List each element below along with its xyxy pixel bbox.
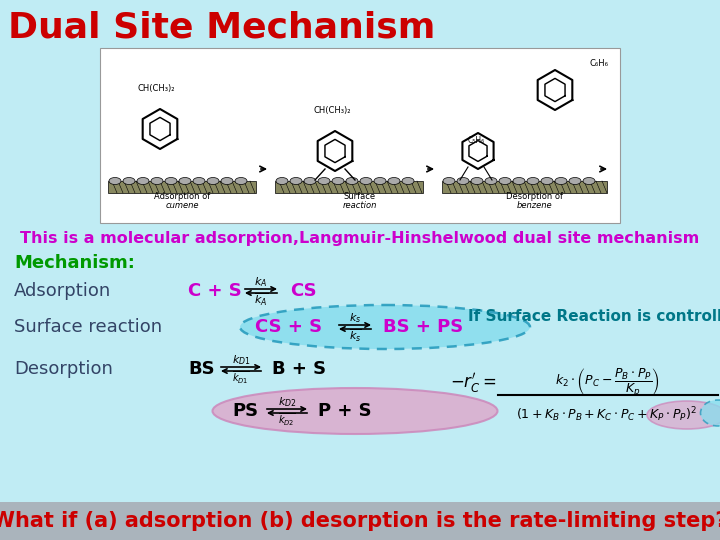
FancyBboxPatch shape <box>100 48 620 223</box>
Ellipse shape <box>165 178 177 185</box>
Ellipse shape <box>443 178 455 185</box>
FancyBboxPatch shape <box>0 502 720 540</box>
Text: $\overline{k_A}$: $\overline{k_A}$ <box>254 292 268 308</box>
Text: $\overline{k_s}$: $\overline{k_s}$ <box>348 328 361 344</box>
Ellipse shape <box>457 178 469 185</box>
Text: Surface: Surface <box>344 192 376 201</box>
Ellipse shape <box>569 178 581 185</box>
Text: C₅H₆: C₅H₆ <box>468 136 485 145</box>
Ellipse shape <box>109 178 121 185</box>
Text: CS: CS <box>290 282 317 300</box>
Text: $k_2 \cdot \left(P_C - \dfrac{P_B \cdot P_P}{K_p}\right)$: $k_2 \cdot \left(P_C - \dfrac{P_B \cdot … <box>554 367 660 399</box>
Ellipse shape <box>527 178 539 185</box>
FancyBboxPatch shape <box>108 181 256 193</box>
Ellipse shape <box>221 178 233 185</box>
Text: This is a molecular adsorption,Langmuir-Hinshelwood dual site mechanism: This is a molecular adsorption,Langmuir-… <box>20 232 700 246</box>
Ellipse shape <box>360 178 372 185</box>
Ellipse shape <box>123 178 135 185</box>
Ellipse shape <box>290 178 302 185</box>
Text: $k_{D2}$: $k_{D2}$ <box>278 395 297 409</box>
Text: C + S: C + S <box>188 282 242 300</box>
FancyBboxPatch shape <box>442 181 607 193</box>
Ellipse shape <box>583 178 595 185</box>
Text: $k_s$: $k_s$ <box>349 311 361 325</box>
Text: CH(CH₃)₂: CH(CH₃)₂ <box>313 106 351 115</box>
Ellipse shape <box>332 178 344 185</box>
Ellipse shape <box>499 178 511 185</box>
Ellipse shape <box>485 178 497 185</box>
Ellipse shape <box>513 178 525 185</box>
Text: What if (a) adsorption (b) desorption is the rate-limiting step?: What if (a) adsorption (b) desorption is… <box>0 511 720 531</box>
Ellipse shape <box>388 178 400 185</box>
Text: CS + S: CS + S <box>255 318 322 336</box>
Ellipse shape <box>240 305 530 349</box>
Ellipse shape <box>346 178 358 185</box>
Text: Desorption of: Desorption of <box>506 192 564 201</box>
Ellipse shape <box>701 400 720 426</box>
Text: BS + PS: BS + PS <box>383 318 463 336</box>
Text: C₆H₆: C₆H₆ <box>590 59 609 68</box>
Ellipse shape <box>402 178 414 185</box>
Ellipse shape <box>235 178 247 185</box>
Text: $\left(1 + K_B \cdot P_B + K_C \cdot P_C + K_P \cdot P_P\right)^2$: $\left(1 + K_B \cdot P_B + K_C \cdot P_C… <box>516 406 698 424</box>
Text: If Surface Reaction is controlling:: If Surface Reaction is controlling: <box>468 309 720 325</box>
Text: cumene: cumene <box>166 201 199 210</box>
FancyBboxPatch shape <box>275 181 423 193</box>
Ellipse shape <box>555 178 567 185</box>
Text: Dual Site Mechanism: Dual Site Mechanism <box>8 11 436 45</box>
Ellipse shape <box>276 178 288 185</box>
Text: $\overline{k_{D1}}$: $\overline{k_{D1}}$ <box>233 370 250 386</box>
Ellipse shape <box>374 178 386 185</box>
Text: Adsorption: Adsorption <box>14 282 112 300</box>
Ellipse shape <box>541 178 553 185</box>
Text: P + S: P + S <box>318 402 372 420</box>
Text: Adsorption of: Adsorption of <box>154 192 210 201</box>
Ellipse shape <box>193 178 205 185</box>
Ellipse shape <box>151 178 163 185</box>
Text: B + S: B + S <box>272 360 326 378</box>
Text: Surface reaction: Surface reaction <box>14 318 162 336</box>
Ellipse shape <box>137 178 149 185</box>
Ellipse shape <box>318 178 330 185</box>
Text: BS: BS <box>188 360 215 378</box>
Ellipse shape <box>647 401 720 429</box>
Text: $k_{D1}$: $k_{D1}$ <box>232 353 251 367</box>
Ellipse shape <box>207 178 219 185</box>
Text: reaction: reaction <box>343 201 377 210</box>
Ellipse shape <box>179 178 191 185</box>
Text: Mechanism:: Mechanism: <box>14 254 135 272</box>
Text: $k_A$: $k_A$ <box>254 275 268 289</box>
Text: CH(CH₃)₂: CH(CH₃)₂ <box>138 84 176 93</box>
Ellipse shape <box>471 178 483 185</box>
Ellipse shape <box>304 178 316 185</box>
Text: $\overline{k_{D2}}$: $\overline{k_{D2}}$ <box>278 411 296 428</box>
Text: $-r_C'=$: $-r_C'=$ <box>450 371 497 395</box>
Text: PS: PS <box>232 402 258 420</box>
Ellipse shape <box>212 388 498 434</box>
Text: benzene: benzene <box>517 201 553 210</box>
Text: Desorption: Desorption <box>14 360 113 378</box>
